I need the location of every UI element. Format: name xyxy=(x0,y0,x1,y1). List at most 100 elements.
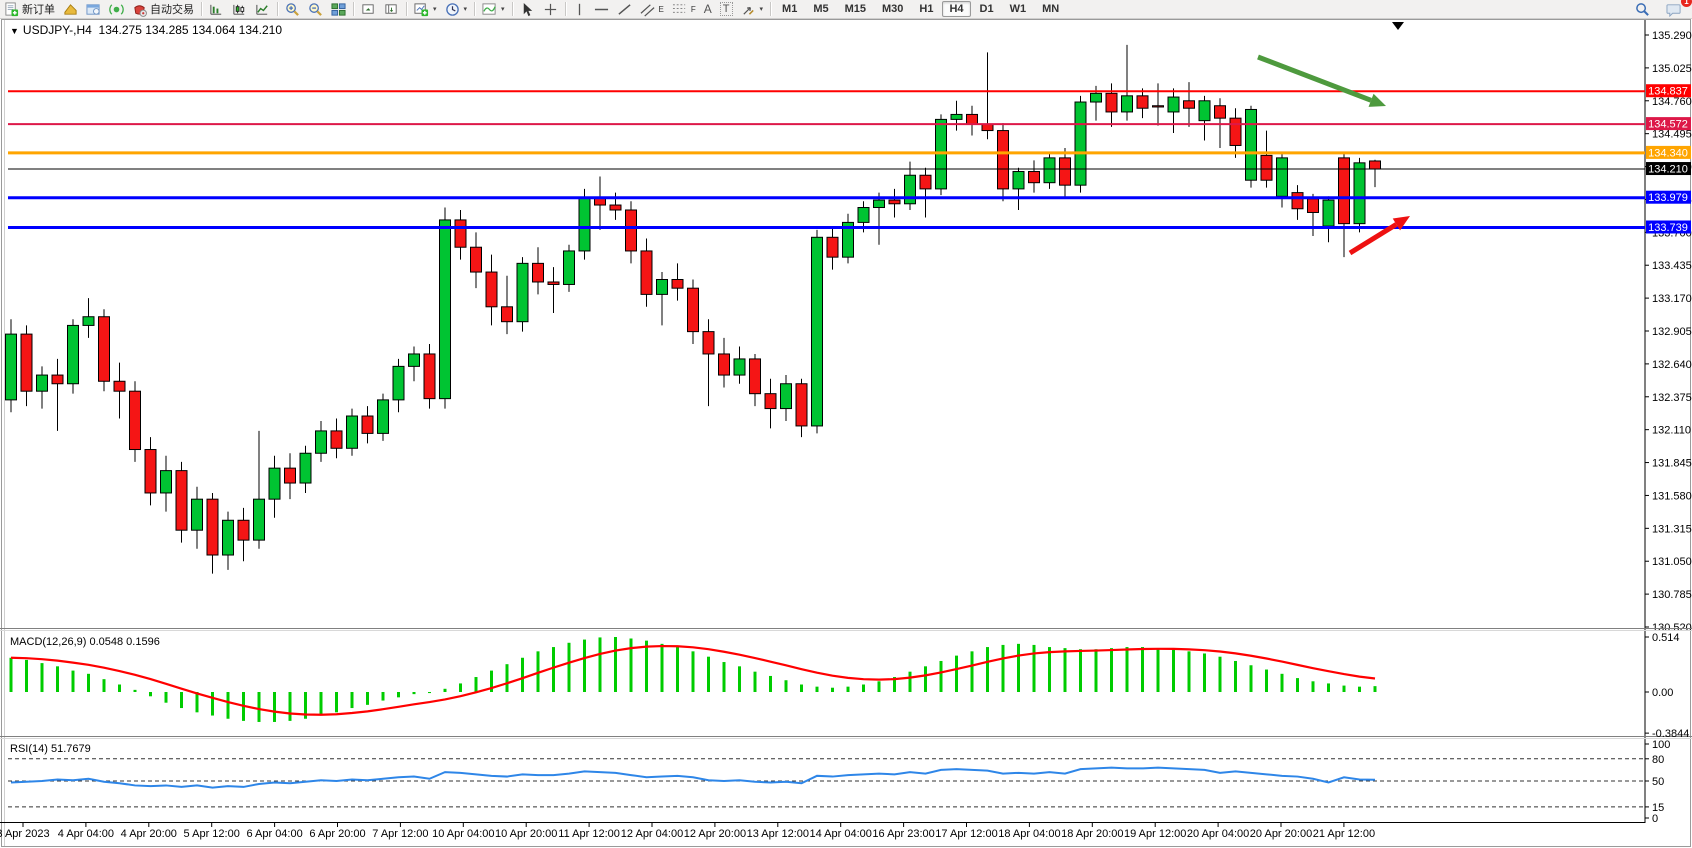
search-button[interactable] xyxy=(1631,1,1654,17)
zoom-in-button[interactable] xyxy=(281,1,304,17)
arrows-tool-button[interactable]: ▾ xyxy=(737,1,768,17)
timeframe-W1[interactable]: W1 xyxy=(1009,3,1027,15)
candle xyxy=(377,399,389,434)
time-label: 5 Apr 12:00 xyxy=(184,828,240,840)
candle xyxy=(1245,108,1257,181)
timeframe-M15[interactable]: M15 xyxy=(844,3,867,15)
bar-chart-button[interactable] xyxy=(205,1,228,17)
candle xyxy=(5,333,17,401)
auto-trading-button[interactable]: 自动交易 xyxy=(128,1,198,17)
chart-window: ▼ USDJPY-,H4 134.275 134.285 134.064 134.… xyxy=(0,18,1692,848)
text-label-button[interactable]: T xyxy=(716,1,737,17)
line-chart-button[interactable] xyxy=(251,1,274,17)
candle xyxy=(656,278,668,295)
chevron-down-icon: ▾ xyxy=(463,6,468,13)
new-chart-button[interactable]: ▾ xyxy=(410,1,441,17)
timeframe-H1[interactable]: H1 xyxy=(919,3,934,15)
toolbar-separator xyxy=(406,2,407,16)
candlestick-button[interactable] xyxy=(228,1,251,17)
timeframe-MN[interactable]: MN xyxy=(1042,3,1060,15)
charts-icon xyxy=(63,2,78,17)
chart-ohlc-values: 134.275 134.285 134.064 134.210 xyxy=(98,23,283,37)
cursor-button[interactable] xyxy=(516,1,539,17)
candle xyxy=(718,353,730,376)
fibo-letter: F xyxy=(690,4,696,14)
red-arrow-head[interactable] xyxy=(1392,216,1410,231)
candle xyxy=(67,324,79,385)
candle xyxy=(640,250,653,295)
market-watch-button[interactable] xyxy=(82,1,105,17)
candle xyxy=(113,380,126,392)
candle xyxy=(749,358,761,395)
time-label: 3 Apr 2023 xyxy=(0,828,50,840)
candle xyxy=(516,262,529,323)
price-tick-label: 132.375 xyxy=(1652,392,1692,404)
toolbar-separator xyxy=(474,2,476,16)
crosshair-icon xyxy=(543,2,558,17)
tile-windows-button[interactable] xyxy=(327,1,350,17)
indicators-button[interactable]: ▾ xyxy=(478,1,509,17)
toolbar-separator xyxy=(277,2,278,16)
price-badge-label: 134.210 xyxy=(1648,164,1688,176)
crosshair-button[interactable] xyxy=(539,1,562,17)
arrows-tool-icon xyxy=(741,2,756,17)
red-arrow[interactable] xyxy=(1348,222,1398,256)
candle xyxy=(222,519,234,556)
candle xyxy=(547,281,560,285)
candle xyxy=(625,209,637,252)
auto-trading-icon xyxy=(132,2,147,17)
new-order-button[interactable]: 新订单 xyxy=(0,1,59,17)
fibonacci-button[interactable]: F xyxy=(668,1,700,17)
candles xyxy=(5,44,1381,574)
zoom-out-button[interactable] xyxy=(304,1,327,17)
timeframe-H4[interactable]: H4 xyxy=(942,1,971,17)
candle xyxy=(1338,157,1350,225)
price-tick-label: 130.785 xyxy=(1652,589,1692,601)
timeframe-M1[interactable]: M1 xyxy=(782,3,798,15)
new-order-icon xyxy=(4,1,19,17)
timeframe-D1[interactable]: D1 xyxy=(979,3,994,15)
time-label: 21 Apr 12:00 xyxy=(1313,828,1375,840)
price-badge-133.979 xyxy=(1646,190,1691,204)
chart-frame xyxy=(1,19,1691,847)
channel-letter: E xyxy=(658,4,664,14)
notifications-button[interactable]: 1 xyxy=(1662,0,1692,17)
rsi-tick-label: 80 xyxy=(1652,754,1664,766)
candle xyxy=(966,113,978,125)
candle xyxy=(780,383,792,410)
green-arrow-head[interactable] xyxy=(1368,93,1386,107)
signals-button[interactable] xyxy=(105,1,128,17)
candle xyxy=(1167,96,1180,113)
price-tick-label: 132.905 xyxy=(1652,326,1692,338)
trendline-icon xyxy=(617,2,632,17)
macd-tick-label: 0.514 xyxy=(1652,632,1680,644)
arrange-windows-alt-button[interactable] xyxy=(380,1,403,17)
cursor-icon xyxy=(520,2,535,17)
candlestick-icon xyxy=(232,2,247,17)
equidistant-channel-button[interactable]: E xyxy=(636,1,668,17)
time-label: 20 Apr 04:00 xyxy=(1187,828,1249,840)
fibonacci-icon xyxy=(672,2,688,17)
price-tick-label: 133.170 xyxy=(1652,293,1692,305)
timeframe-M5[interactable]: M5 xyxy=(813,3,829,15)
collapse-triangle-icon[interactable]: ▼ xyxy=(10,26,19,36)
timeframe-M30[interactable]: M30 xyxy=(882,3,904,15)
rsi-tick-label: 15 xyxy=(1652,802,1664,814)
chart-symbol-period: USDJPY-,H4 xyxy=(22,23,92,37)
green-arrow[interactable] xyxy=(1257,54,1372,103)
text-tool-button[interactable]: A xyxy=(700,1,716,17)
text-label-icon: T xyxy=(719,2,733,16)
arrange-windows-button[interactable] xyxy=(357,1,380,17)
candle xyxy=(315,430,327,454)
rsi-tick-label: 0 xyxy=(1652,813,1658,825)
charts-button[interactable] xyxy=(59,1,82,17)
horizontal-line-button[interactable] xyxy=(590,1,613,17)
candle xyxy=(191,498,203,531)
time-label: 7 Apr 12:00 xyxy=(372,828,428,840)
signals-icon xyxy=(109,2,124,17)
history-period-button[interactable]: ▾ xyxy=(441,1,472,17)
vertical-line-button[interactable] xyxy=(569,1,590,17)
chart-shift-marker[interactable] xyxy=(1392,22,1404,30)
toolbar-separator xyxy=(353,2,354,16)
trendline-button[interactable] xyxy=(613,1,636,17)
